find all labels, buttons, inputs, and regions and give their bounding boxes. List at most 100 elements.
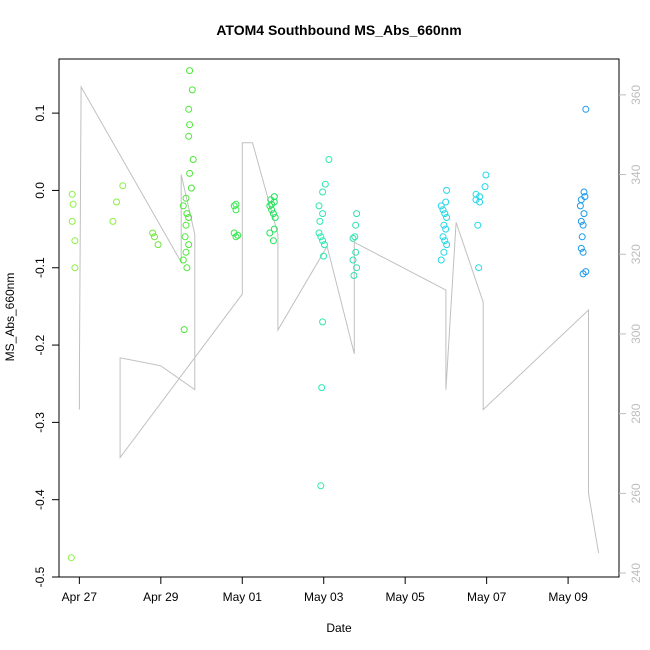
x-tick-label: May 09 bbox=[548, 590, 588, 604]
data-point bbox=[181, 233, 189, 241]
data-point bbox=[476, 198, 484, 206]
data-point bbox=[580, 210, 588, 218]
y-tick-label: 0.0 bbox=[33, 182, 47, 199]
data-point bbox=[186, 169, 194, 177]
y2-tick-label: 240 bbox=[629, 563, 643, 583]
data-point bbox=[269, 210, 277, 218]
data-point bbox=[109, 217, 117, 225]
data-point bbox=[319, 237, 327, 245]
y2-tick-label: 300 bbox=[629, 324, 643, 344]
data-point bbox=[266, 202, 274, 210]
data-point bbox=[481, 183, 489, 191]
data-point bbox=[443, 241, 451, 249]
y2-tick-label: 280 bbox=[629, 403, 643, 423]
data-point bbox=[579, 221, 587, 229]
data-point bbox=[315, 202, 323, 210]
x-tick-label: May 03 bbox=[304, 590, 344, 604]
data-point bbox=[71, 237, 79, 245]
data-point bbox=[185, 105, 193, 113]
data-point bbox=[188, 86, 196, 94]
data-point bbox=[271, 214, 279, 221]
data-point bbox=[68, 217, 76, 225]
data-point bbox=[443, 214, 451, 221]
data-point bbox=[315, 229, 323, 237]
data-point bbox=[351, 233, 359, 241]
data-point bbox=[352, 248, 360, 256]
data-point bbox=[266, 229, 274, 237]
data-point bbox=[186, 121, 194, 129]
y2-axis: 240 260 280 300 320 340 360 bbox=[619, 85, 643, 583]
data-point bbox=[578, 233, 586, 241]
y-tick-label: -0.4 bbox=[33, 489, 47, 510]
data-point bbox=[579, 248, 587, 256]
x-tick-label: May 01 bbox=[223, 590, 263, 604]
data-point bbox=[320, 241, 328, 249]
y2-tick-label: 320 bbox=[629, 244, 643, 264]
y-axis-label: MS_Abs_660nm bbox=[3, 273, 17, 362]
data-point bbox=[154, 241, 162, 249]
data-point bbox=[472, 190, 480, 198]
x-tick-label: Apr 27 bbox=[62, 590, 98, 604]
data-point bbox=[270, 225, 278, 233]
data-point bbox=[189, 156, 197, 163]
data-point bbox=[68, 190, 76, 198]
data-point bbox=[440, 221, 448, 229]
y-axis: -0.5 -0.4 -0.3 -0.2 -0.1 0.0 0.1 bbox=[33, 104, 59, 587]
data-point bbox=[234, 231, 242, 239]
plot-frame bbox=[58, 58, 620, 578]
data-point bbox=[325, 156, 333, 163]
data-point bbox=[182, 248, 190, 256]
data-point bbox=[317, 482, 325, 490]
data-point bbox=[349, 256, 357, 264]
data-point bbox=[180, 326, 188, 334]
data-point bbox=[182, 194, 190, 202]
y-tick-label: -0.5 bbox=[33, 566, 47, 587]
secondary-series-line bbox=[78, 85, 600, 554]
data-point bbox=[269, 237, 277, 245]
data-point bbox=[475, 264, 483, 272]
data-point bbox=[319, 188, 327, 196]
data-point bbox=[441, 237, 449, 245]
data-point bbox=[440, 248, 448, 256]
data-point bbox=[232, 233, 240, 241]
data-point bbox=[582, 105, 590, 113]
x-tick-label: May 07 bbox=[467, 590, 507, 604]
data-point bbox=[350, 272, 358, 279]
x-tick-label: May 05 bbox=[386, 590, 426, 604]
data-point bbox=[482, 171, 490, 179]
data-point bbox=[353, 210, 361, 218]
secondary-series-layer bbox=[78, 85, 600, 554]
data-point bbox=[151, 233, 158, 241]
data-point bbox=[113, 198, 120, 206]
data-point bbox=[316, 217, 324, 225]
data-point bbox=[183, 210, 191, 218]
data-point bbox=[352, 221, 360, 229]
data-point bbox=[179, 256, 187, 264]
data-point bbox=[179, 202, 187, 210]
x-tick-label: Apr 29 bbox=[143, 590, 179, 604]
y-tick-label: -0.1 bbox=[33, 257, 47, 278]
data-point bbox=[577, 244, 585, 252]
y2-tick-label: 360 bbox=[629, 85, 643, 105]
y-tick-label: 0.1 bbox=[33, 104, 47, 121]
data-point bbox=[439, 206, 447, 214]
y2-tick-label: 340 bbox=[629, 164, 643, 184]
data-point bbox=[182, 221, 190, 229]
data-point bbox=[119, 182, 127, 190]
data-point bbox=[230, 202, 238, 210]
data-point bbox=[185, 214, 193, 221]
data-point bbox=[185, 241, 193, 249]
data-point bbox=[576, 202, 584, 210]
data-point bbox=[318, 384, 326, 392]
data-point bbox=[183, 264, 191, 272]
data-point bbox=[579, 270, 587, 278]
data-point bbox=[353, 264, 361, 272]
data-point bbox=[320, 252, 327, 260]
data-point bbox=[69, 200, 77, 208]
data-point bbox=[439, 233, 447, 241]
data-point bbox=[232, 206, 240, 214]
data-point bbox=[317, 233, 325, 241]
data-point bbox=[319, 318, 327, 326]
data-point bbox=[442, 225, 450, 233]
